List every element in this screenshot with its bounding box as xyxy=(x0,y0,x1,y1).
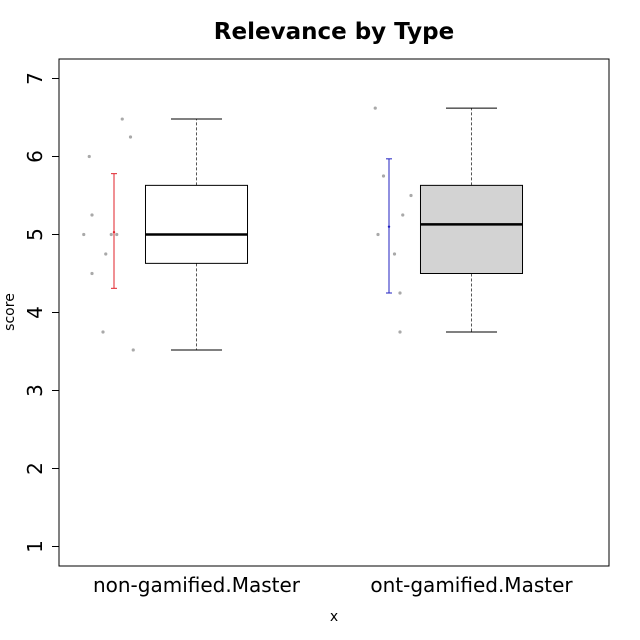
y-tick-label: 7 xyxy=(23,72,47,85)
group-1 xyxy=(82,117,249,352)
data-point xyxy=(90,271,94,276)
plot-frame xyxy=(58,58,610,567)
data-point xyxy=(101,330,105,334)
plot-area xyxy=(82,106,524,352)
y-tick-label: 3 xyxy=(23,384,47,397)
data-point xyxy=(398,330,402,334)
x-tick-label: non-gamified.Master xyxy=(93,573,301,597)
y-axis: 1 2 3 4 5 6 7 xyxy=(23,72,59,553)
y-tick-label: 6 xyxy=(23,150,47,163)
x-axis: non-gamified.Master ont-gamified.Master xyxy=(93,573,573,597)
data-point xyxy=(87,154,91,159)
interval-mean xyxy=(387,225,391,228)
data-point xyxy=(401,213,405,217)
x-tick-label: ont-gamified.Master xyxy=(370,573,573,597)
data-point xyxy=(128,135,133,139)
y-tick-label: 5 xyxy=(23,228,47,241)
y-tick-label: 4 xyxy=(23,306,47,319)
data-point xyxy=(373,106,377,110)
data-point xyxy=(409,193,413,198)
x-axis-label: x xyxy=(330,609,338,625)
data-point xyxy=(120,117,124,121)
y-tick-label: 1 xyxy=(23,540,47,553)
data-point xyxy=(90,213,94,217)
data-point xyxy=(381,174,386,178)
data-point xyxy=(376,232,380,237)
box xyxy=(419,184,524,274)
data-point xyxy=(131,348,135,352)
data-point xyxy=(115,232,119,237)
chart-title: Relevance by Type xyxy=(214,19,454,45)
interval-mean xyxy=(112,230,116,234)
box xyxy=(144,184,249,264)
group-2 xyxy=(373,106,524,334)
data-point xyxy=(109,232,113,237)
y-tick-label: 2 xyxy=(23,462,47,475)
data-point xyxy=(104,252,108,256)
data-point xyxy=(392,252,397,256)
y-axis-label: score xyxy=(2,293,18,331)
data-point xyxy=(398,291,402,295)
data-point xyxy=(82,232,86,237)
